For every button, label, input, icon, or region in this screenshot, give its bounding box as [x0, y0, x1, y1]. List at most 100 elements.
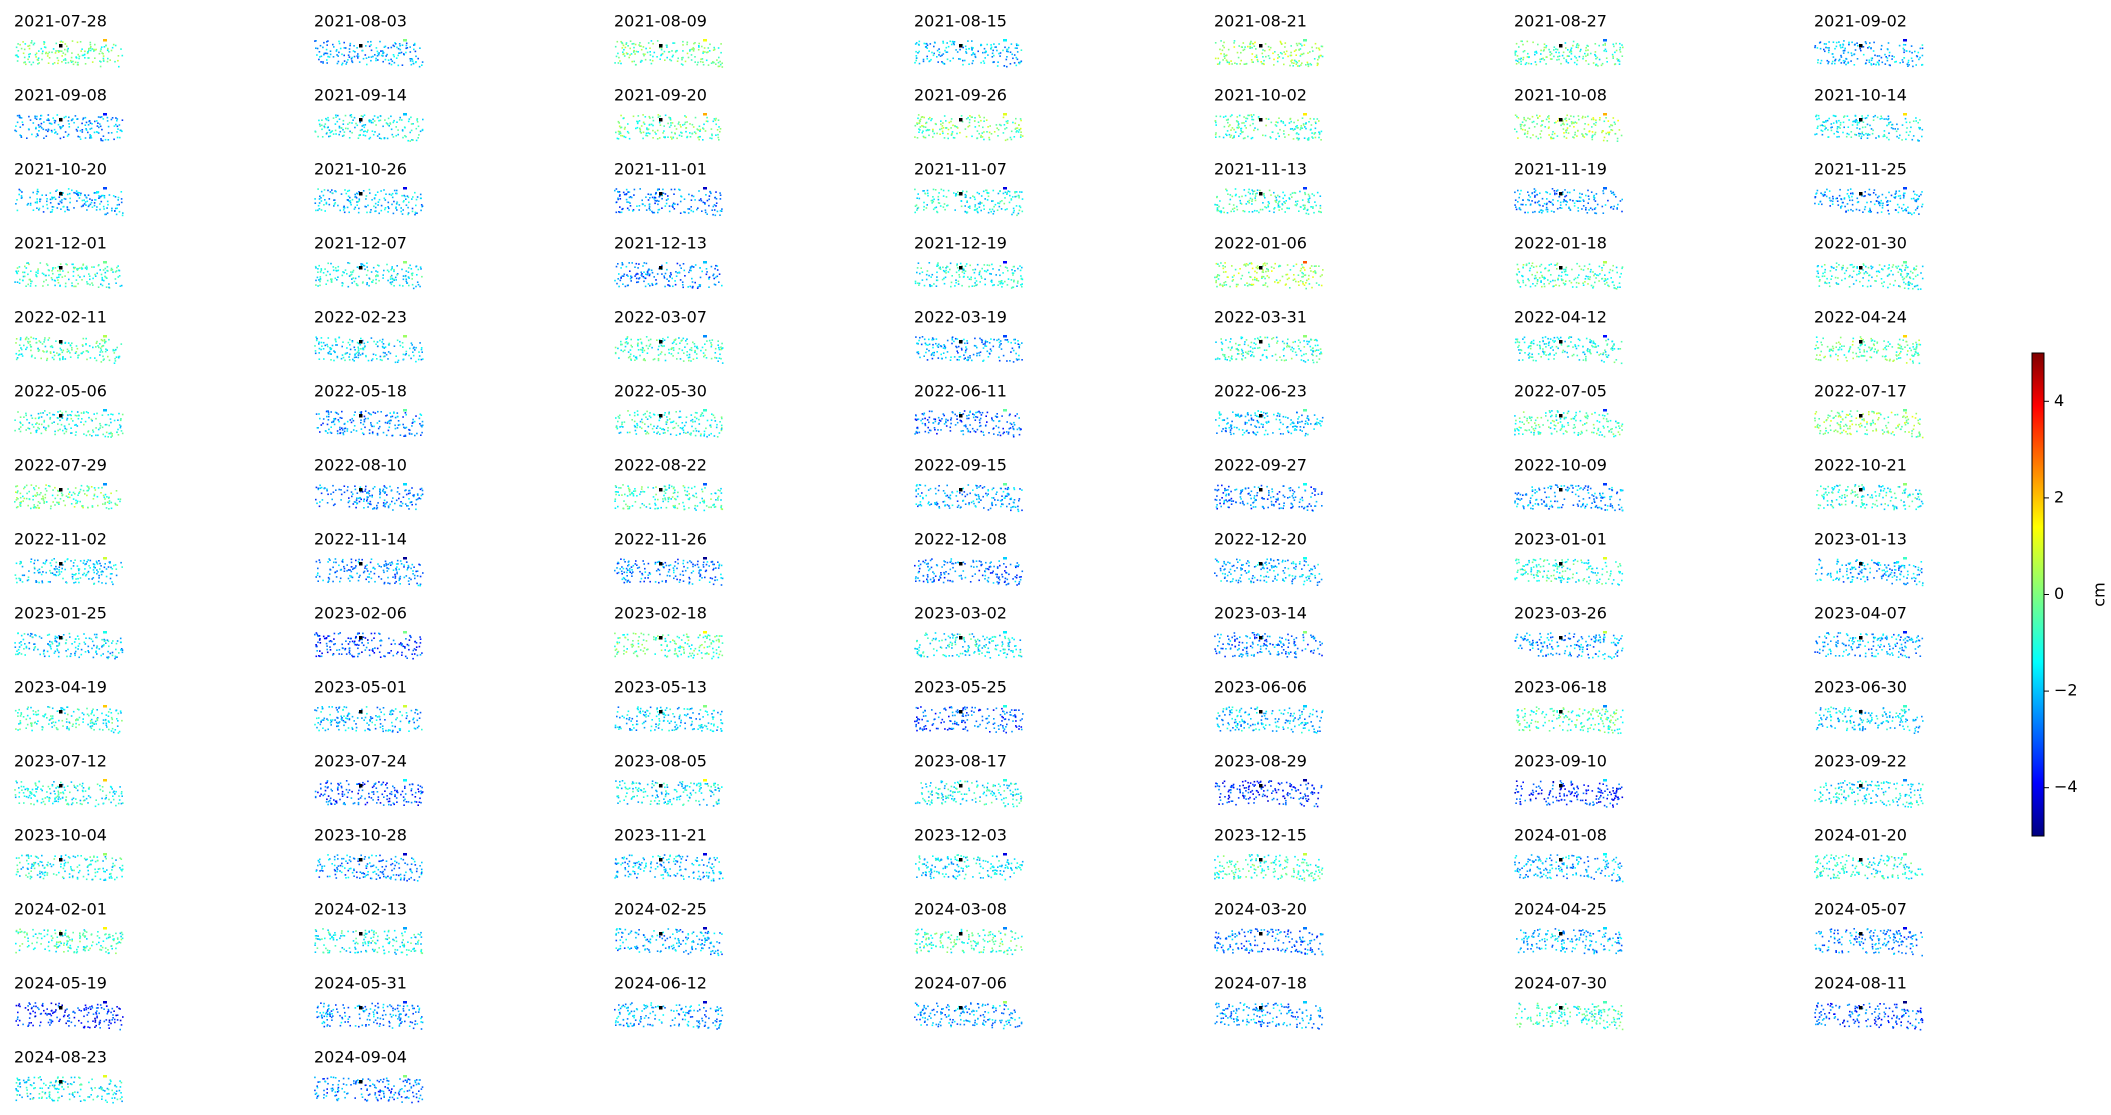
scatter-dot: [1215, 281, 1217, 284]
scatter-dot: [402, 285, 404, 287]
scatter-dot: [1842, 50, 1845, 52]
scatter-dot: [100, 61, 102, 63]
scatter-dot: [1226, 61, 1229, 64]
scatter-dot: [379, 115, 382, 117]
scatter-dot: [647, 128, 650, 130]
scatter-dot: [1533, 191, 1536, 193]
scatter-dot: [1876, 116, 1879, 119]
scatter-dot: [1553, 46, 1556, 48]
scatter-dot: [1854, 119, 1857, 122]
scatter-dot: [82, 117, 85, 119]
scatter-dot: [711, 134, 713, 137]
scatter-dot: [1228, 61, 1230, 64]
scatter-dot: [1553, 49, 1555, 51]
scatter-dot: [357, 137, 360, 139]
scatter-dot: [699, 130, 701, 132]
scatter-dot: [35, 271, 37, 274]
scatter-dot: [76, 268, 78, 270]
scatter-dot: [354, 126, 356, 129]
scatter-dot: [1609, 268, 1612, 271]
scatter-dot: [1237, 56, 1240, 59]
scatter-dot: [404, 195, 406, 198]
scatter-dot: [1519, 58, 1522, 61]
scatter-dot: [983, 204, 985, 207]
scatter-dot: [1018, 124, 1020, 126]
scatter-dot: [1219, 115, 1222, 118]
scatter-dot: [34, 285, 37, 287]
scatter-dot: [628, 191, 631, 193]
scatter-dot: [331, 189, 333, 191]
scatter-dot: [1230, 210, 1232, 213]
scatter-dot: [351, 271, 354, 273]
scatter-dot: [1259, 208, 1262, 211]
scatter-dot: [1519, 123, 1522, 126]
scatter-dot: [1870, 265, 1872, 268]
scatter-dot: [713, 277, 715, 280]
scatter-dot: [1868, 194, 1871, 196]
scatter-dot: [79, 194, 82, 196]
scatter-dot: [1263, 192, 1265, 195]
scatter-dot: [667, 136, 669, 138]
scatter-dot: [21, 191, 23, 193]
scatter-dot: [1285, 283, 1287, 285]
scatter-dot: [939, 266, 941, 269]
scatter-dot: [51, 270, 53, 272]
scatter-dot: [925, 42, 928, 45]
scatter-dot: [1592, 285, 1595, 288]
scatter-dot: [1014, 191, 1016, 194]
scatter-dot: [377, 201, 380, 203]
scatter-dot: [1884, 63, 1887, 65]
scatter-dot: [1577, 46, 1579, 49]
scatter-dot: [92, 277, 94, 280]
scatter-dot: [1921, 64, 1923, 66]
scatter-dot: [979, 116, 981, 118]
scatter-dot: [1887, 286, 1889, 289]
scatter-dot: [983, 264, 986, 266]
scatter-dot: [64, 210, 66, 213]
scatter-dot: [1312, 276, 1314, 278]
scatter-dot: [403, 200, 405, 202]
scatter-dot: [49, 352, 52, 354]
scatter-dot: [327, 262, 329, 265]
scatter-dot: [1218, 274, 1221, 277]
scatter-dot: [983, 131, 985, 133]
scatter-dot: [1563, 132, 1565, 134]
scatter-dot: [1531, 200, 1533, 202]
scatter-dot: [1256, 265, 1259, 267]
scatter-dot: [1293, 121, 1295, 124]
scatter-dot: [972, 52, 975, 54]
scatter-dot: [1547, 127, 1550, 129]
scatter-dot: [391, 277, 394, 280]
scatter-dot: [19, 337, 22, 339]
scatter-dot: [698, 199, 701, 202]
scatter-dot: [697, 48, 700, 51]
scatter-dot: [1582, 269, 1585, 271]
scatter-dot: [402, 209, 404, 211]
scatter-dot: [622, 44, 625, 47]
scatter-dot: [116, 204, 119, 206]
scatter-dot: [928, 134, 930, 137]
scatter-dot: [342, 123, 345, 125]
scatter-dot: [944, 276, 947, 279]
scatter-dot: [621, 42, 624, 45]
scatter-dot: [91, 282, 93, 284]
scatter-dot: [631, 43, 634, 45]
scatter-dot: [1310, 270, 1312, 272]
scatter-dot: [416, 119, 418, 121]
scatter-dot: [1835, 197, 1837, 200]
scatter-dot: [923, 284, 926, 287]
scatter-dot: [315, 47, 317, 49]
scatter-dot: [1264, 264, 1267, 267]
scatter-dot: [366, 63, 368, 66]
scatter-dot: [1303, 284, 1306, 286]
scatter-dot: [1234, 62, 1236, 64]
scatter-dot: [706, 51, 708, 54]
scatter-dot: [649, 47, 651, 49]
scatter-dot: [353, 55, 356, 58]
scatter-dot: [1006, 208, 1008, 210]
scatter-dot: [83, 275, 85, 278]
scatter-dot: [1308, 274, 1310, 277]
scatter-dot: [420, 209, 422, 212]
scatter-dot: [984, 198, 986, 200]
scatter-dot: [1224, 115, 1227, 118]
